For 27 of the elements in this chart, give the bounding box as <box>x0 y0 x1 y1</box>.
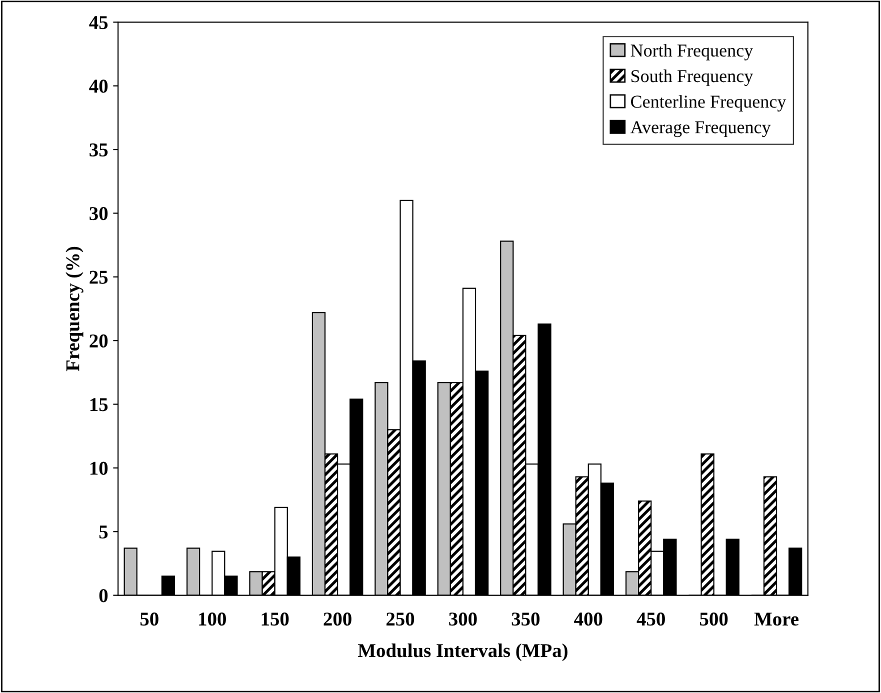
y-axis-title: Frequency (%) <box>66 246 84 372</box>
x-tick-label: 500 <box>700 612 728 626</box>
x-tick-label: 450 <box>636 612 665 626</box>
x-tick-label: 350 <box>512 612 540 626</box>
legend-label: Centerline Frequency <box>631 95 786 112</box>
y-tick-label: 35 <box>90 143 108 156</box>
legend-label: Average Frequency <box>630 121 771 138</box>
y-tick-label: 0 <box>99 589 108 602</box>
y-tick-label: 25 <box>90 270 108 284</box>
x-tick-label: 300 <box>449 612 477 626</box>
x-axis-title: Modulus Intervals (MPa) <box>358 643 568 662</box>
x-tick-label: 250 <box>386 612 414 626</box>
x-tick-label: More <box>754 612 799 626</box>
x-tick-label: 150 <box>262 612 289 626</box>
legend-label: North Frequency <box>630 44 754 60</box>
y-tick-label: 20 <box>90 334 108 348</box>
y-tick-label: 10 <box>90 462 108 475</box>
y-tick-label: 15 <box>90 398 108 412</box>
y-tick-label: 30 <box>90 207 108 220</box>
y-tick-label: 45 <box>89 16 108 30</box>
y-tick-label: 5 <box>99 526 108 539</box>
x-tick-label: 100 <box>199 612 226 626</box>
x-tick-label: 200 <box>324 612 352 626</box>
x-tick-label: 400 <box>574 612 602 626</box>
legend-label: South Frequency <box>631 70 754 86</box>
x-tick-label: 50 <box>140 612 158 626</box>
y-tick-label: 40 <box>89 80 108 93</box>
